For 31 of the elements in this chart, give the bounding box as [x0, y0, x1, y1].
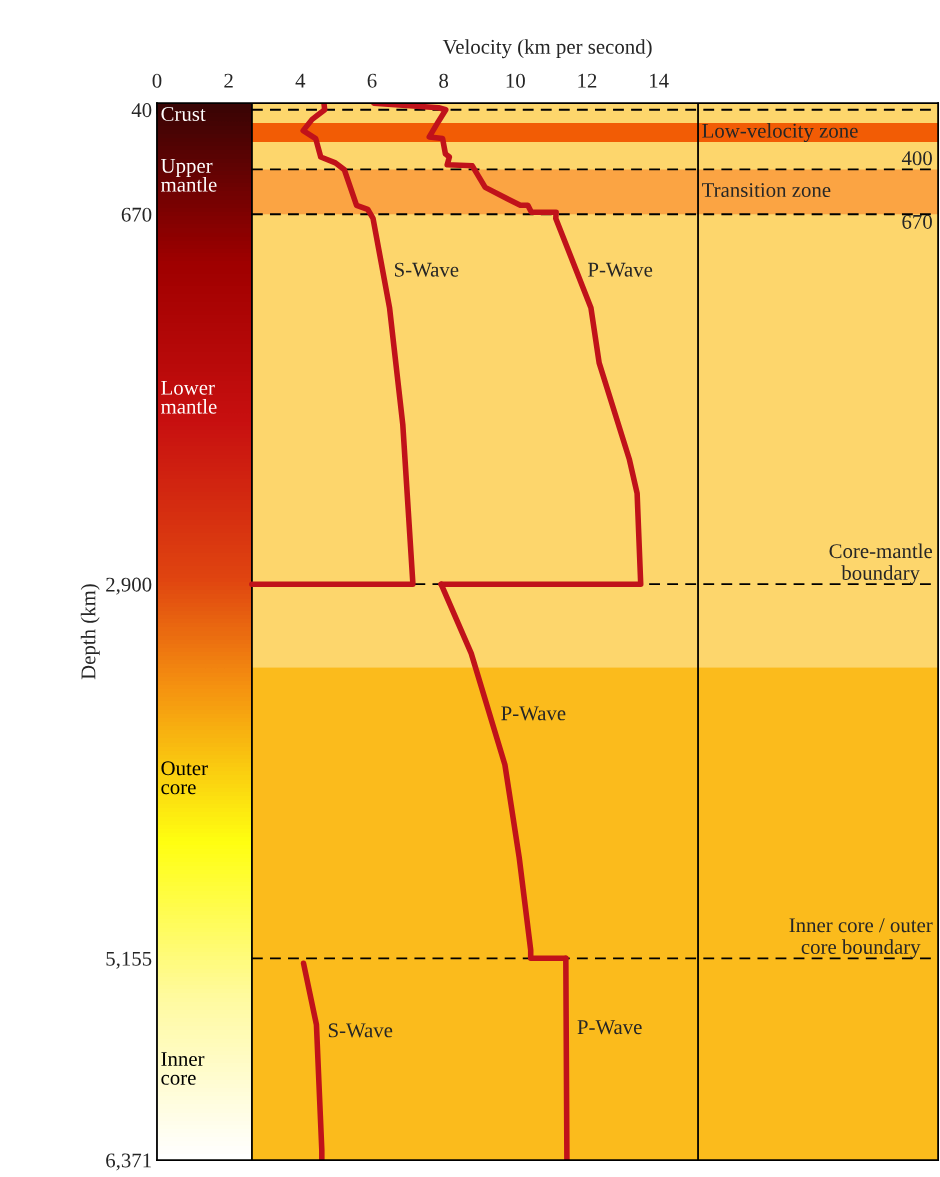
x-tick-label: 6: [367, 73, 377, 88]
annotation: Inner core: [161, 1052, 205, 1085]
band-label: Low-velocity zone: [702, 123, 858, 143]
ref-line-label: Inner core / outer core boundary: [789, 918, 933, 959]
series-label: S-Wave: [394, 262, 459, 277]
x-tick-label: 2: [224, 73, 233, 88]
series-label: P-Wave: [588, 262, 653, 277]
x-axis-title: Velocity (km per second): [442, 39, 652, 59]
x-tick-label: 10: [506, 73, 525, 88]
band-label: Transition zone: [702, 183, 831, 198]
ref-line-label: Core-mantle boundary: [829, 543, 933, 585]
ref-line-label: 400: [901, 151, 932, 166]
x-tick-label: 4: [295, 73, 306, 88]
series-label: P-Wave: [577, 1020, 642, 1035]
y-tick-label: 40: [131, 103, 152, 118]
annotation: Upper mantle: [161, 159, 217, 192]
annotation: Outer core: [161, 761, 208, 795]
ref-line-label: 670: [902, 214, 932, 229]
y-tick-label: 2,900: [106, 577, 152, 595]
x-tick-label: 0: [152, 73, 162, 88]
x-tick-label: 12: [578, 73, 597, 88]
y-tick-label: 5,155: [106, 951, 152, 969]
y-tick-label: 6,371: [106, 1153, 151, 1171]
series-label: P-Wave: [501, 706, 566, 721]
annotation: Lower mantle: [161, 380, 217, 414]
y-tick-label: 670: [121, 207, 152, 222]
y-axis-title: Depth (km): [80, 584, 100, 680]
series-label: S-Wave: [328, 1023, 393, 1038]
x-tick-label: 14: [650, 73, 669, 88]
annotation: Crust: [161, 107, 206, 121]
x-tick-label: 8: [439, 73, 449, 88]
